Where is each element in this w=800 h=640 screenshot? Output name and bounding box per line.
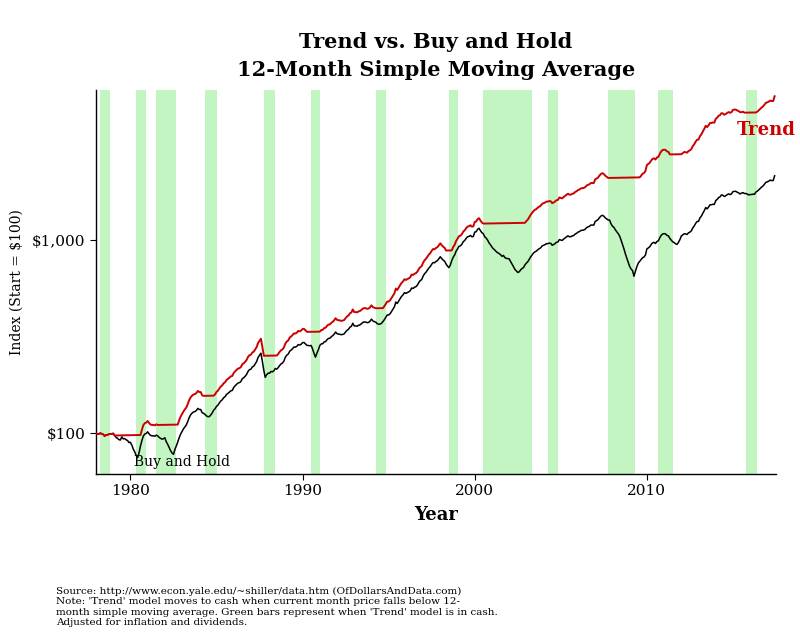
- Bar: [264, 90, 275, 474]
- Bar: [136, 90, 146, 474]
- Bar: [205, 90, 217, 474]
- Bar: [483, 90, 532, 474]
- Text: Buy and Hold: Buy and Hold: [134, 455, 230, 469]
- Bar: [156, 90, 176, 474]
- Bar: [658, 90, 673, 474]
- Bar: [608, 90, 635, 474]
- Bar: [548, 90, 558, 474]
- Text: Trend: Trend: [737, 121, 795, 139]
- Text: Source: http://www.econ.yale.edu/~shiller/data.htm (OfDollarsAndData.com)
Note: : Source: http://www.econ.yale.edu/~shille…: [56, 587, 498, 627]
- Title: Trend vs. Buy and Hold
12-Month Simple Moving Average: Trend vs. Buy and Hold 12-Month Simple M…: [237, 32, 635, 80]
- Bar: [311, 90, 320, 474]
- Bar: [100, 90, 110, 474]
- Bar: [376, 90, 386, 474]
- Y-axis label: Index (Start = $100): Index (Start = $100): [10, 209, 24, 355]
- X-axis label: Year: Year: [414, 506, 458, 524]
- Bar: [746, 90, 758, 474]
- Bar: [449, 90, 458, 474]
